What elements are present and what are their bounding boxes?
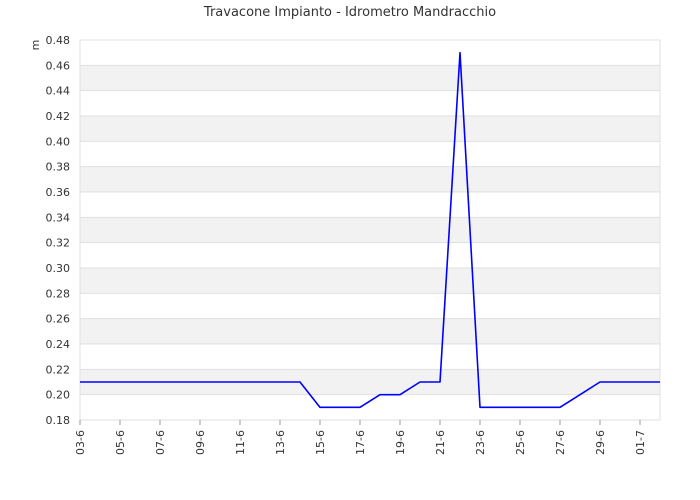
y-tick-label: 0.34 — [46, 211, 71, 224]
x-tick-label: 23-6 — [474, 430, 487, 455]
x-tick-label: 17-6 — [354, 430, 367, 455]
y-tick-label: 0.26 — [46, 313, 71, 326]
background-band — [80, 217, 660, 243]
x-tick-label: 29-6 — [594, 430, 607, 455]
y-tick-label: 0.42 — [46, 110, 71, 123]
background-band — [80, 65, 660, 91]
x-tick-label: 13-6 — [274, 430, 287, 455]
x-tick-label: 15-6 — [314, 430, 327, 455]
x-tick-label: 19-6 — [394, 430, 407, 455]
y-axis-unit-label: m — [29, 40, 42, 51]
background-band — [80, 318, 660, 344]
y-tick-label: 0.32 — [46, 237, 71, 250]
x-tick-label: 05-6 — [114, 430, 127, 455]
x-tick-label: 07-6 — [154, 430, 167, 455]
plot-area-frame — [79, 39, 661, 421]
x-tick-label: 11-6 — [234, 430, 247, 455]
series-line — [80, 51, 660, 409]
gridlines — [80, 39, 660, 421]
y-tick-label: 0.18 — [46, 414, 71, 427]
x-tick-label: 25-6 — [514, 430, 527, 455]
y-tick-label: 0.36 — [46, 186, 71, 199]
y-tick-label: 0.30 — [46, 262, 71, 275]
y-axis-ticks: 0.18 0.20 0.22 0.24 0.26 0.28 0.30 0.32 0.34 0.36… — [46, 34, 71, 427]
x-tick-label: 27-6 — [554, 430, 567, 455]
y-tick-label: 0.40 — [46, 135, 71, 148]
x-axis-ticks: 03-6 05-6 07-6 09-6 11-6 13-6 15-6 17-6 19-6 21-6… — [74, 420, 647, 455]
y-tick-label: 0.28 — [46, 287, 71, 300]
series-layer — [80, 51, 660, 409]
x-tick-label: 21-6 — [434, 430, 447, 455]
y-tick-label: 0.48 — [46, 34, 71, 47]
y-tick-label: 0.24 — [46, 338, 71, 351]
x-tick-label: 09-6 — [194, 430, 207, 455]
y-tick-label: 0.38 — [46, 161, 71, 174]
y-tick-label: 0.46 — [46, 59, 71, 72]
x-tick-label: 03-6 — [74, 430, 87, 455]
chart-title: Travacone Impianto - Idrometro Mandracch… — [203, 5, 496, 20]
plot-background-bands — [80, 65, 660, 395]
y-tick-label: 0.44 — [46, 85, 71, 98]
y-tick-label: 0.20 — [46, 389, 71, 402]
background-band — [80, 116, 660, 142]
background-band — [80, 166, 660, 192]
y-tick-label: 0.22 — [46, 363, 71, 376]
x-tick-label: 01-7 — [634, 430, 647, 455]
background-band — [80, 268, 660, 294]
